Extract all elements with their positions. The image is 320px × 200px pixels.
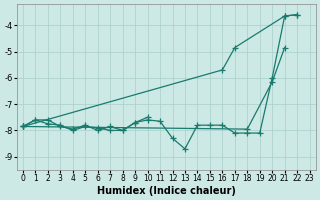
X-axis label: Humidex (Indice chaleur): Humidex (Indice chaleur) (97, 186, 236, 196)
